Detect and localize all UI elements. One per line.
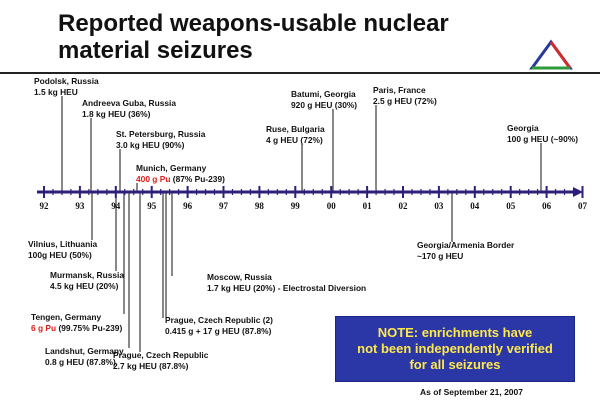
year-label: 01 bbox=[362, 201, 372, 211]
event-tengen: Tengen, Germany 6 g Pu (99.75% Pu-239) bbox=[31, 312, 123, 333]
event-batumi: Batumi, Georgia 920 g HEU (30%) bbox=[291, 89, 358, 110]
event-ruse: Ruse, Bulgaria 4 g HEU (72%) bbox=[266, 124, 325, 145]
event-murmansk: Murmansk, Russia 4.5 kg HEU (20%) bbox=[50, 270, 125, 291]
event-paris: Paris, France 2.5 g HEU (72%) bbox=[373, 85, 437, 106]
munich-plutonium-amount: 400 g Pu bbox=[136, 173, 171, 184]
year-label: 98 bbox=[254, 201, 264, 211]
event-st-petersburg: St. Petersburg, Russia 3.0 kg HEU (90%) bbox=[116, 129, 206, 150]
year-label: 95 bbox=[147, 201, 157, 211]
event-moscow: Moscow, Russia 1.7 kg HEU (20%) - Electro… bbox=[207, 272, 367, 293]
title-line-1: Reported weapons-usable nuclear bbox=[58, 10, 449, 37]
tengen-plutonium-amount: 6 g Pu bbox=[31, 322, 57, 333]
event-georgia: Georgia 100 g HEU (~90%) bbox=[507, 123, 578, 144]
year-label: 03 bbox=[434, 201, 444, 211]
year-label: 99 bbox=[290, 201, 300, 211]
year-label: 97 bbox=[219, 201, 228, 211]
event-munich: Munich, Germany 400 g Pu (87% Pu-239) bbox=[136, 163, 225, 184]
title-line-2: material seizures bbox=[58, 37, 253, 64]
year-label: 92 bbox=[39, 201, 49, 211]
title-divider bbox=[0, 72, 600, 74]
event-prague-2: Prague, Czech Republic (2) 0.415 g + 17 g… bbox=[165, 315, 273, 336]
year-label: 06 bbox=[542, 201, 552, 211]
year-label: 93 bbox=[75, 201, 85, 211]
year-label: 96 bbox=[183, 201, 193, 211]
year-label: 02 bbox=[398, 201, 408, 211]
event-georgia-armenia-border: Georgia/Armenia Border ~170 g HEU bbox=[417, 240, 515, 261]
slide-title: Reported weapons-usable nuclear material… bbox=[58, 10, 498, 64]
event-andreeva-guba: Andreeva Guba, Russia 1.8 kg HEU (36%) bbox=[82, 98, 177, 119]
event-podolsk: Podolsk, Russia 1.5 kg HEU bbox=[34, 76, 99, 97]
year-label: 04 bbox=[470, 201, 480, 211]
year-label: 05 bbox=[506, 201, 516, 211]
year-label: 94 bbox=[111, 201, 121, 211]
year-label: 07 bbox=[578, 201, 587, 211]
as-of-date: As of September 21, 2007 bbox=[420, 387, 523, 397]
event-prague-1: Prague, Czech Republic 2.7 kg HEU (87.8%) bbox=[113, 350, 209, 371]
event-landshut: Landshut, Germany 0.8 g HEU (87.8%) bbox=[45, 346, 124, 367]
enrichment-note: NOTE: enrichments have not been independ… bbox=[335, 316, 575, 382]
timeline-arrow bbox=[573, 187, 583, 197]
event-vilnius: Vilnius, Lithuania 100g HEU (50%) bbox=[28, 239, 98, 260]
year-label: 00 bbox=[326, 201, 336, 211]
